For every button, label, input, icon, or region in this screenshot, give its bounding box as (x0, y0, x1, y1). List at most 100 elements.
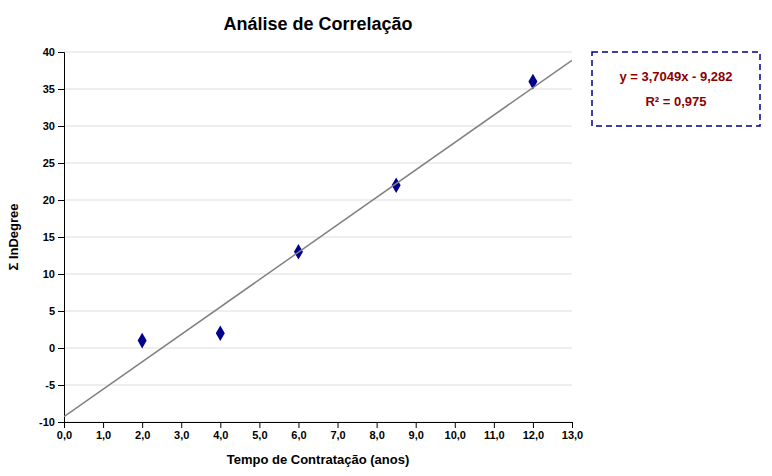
x-tick-label: 8,0 (369, 429, 384, 441)
x-tick: 7,0 (330, 422, 345, 441)
x-tick: 11,0 (484, 422, 505, 441)
title: Análise de Correlação (223, 14, 412, 34)
x-tick-label: 0,0 (57, 429, 72, 441)
y-tick-mark (58, 89, 64, 90)
x-tick-mark (377, 422, 378, 428)
y-grid-line (64, 385, 572, 386)
x-tick-label: 5,0 (252, 429, 267, 441)
y-tick: 40 (43, 46, 64, 58)
grid (64, 52, 572, 422)
x-tick: 13,0 (562, 422, 583, 441)
y-grid-line (64, 126, 572, 127)
x-axis-line (65, 423, 573, 429)
y-tick-mark (58, 52, 64, 53)
y-tick-mark (58, 311, 64, 312)
x-tick-mark (103, 422, 104, 428)
y-tick-label: 30 (43, 120, 55, 132)
y-grid-line (64, 52, 572, 53)
y-tick-label: -10 (39, 416, 55, 428)
x-tick-mark (455, 422, 456, 428)
y-tick: -5 (45, 379, 64, 391)
x-tick-label: 10,0 (445, 429, 466, 441)
y-tick-label: 5 (49, 305, 55, 317)
y-tick-label: 10 (43, 268, 55, 280)
y-grid-line (64, 311, 572, 312)
y-tick: 15 (43, 231, 64, 243)
y-axis-title: Σ InDegree (6, 203, 21, 270)
y-tick: 25 (43, 157, 64, 169)
y-grid-line (64, 274, 572, 275)
marks (64, 60, 572, 416)
x-tick-label: 9,0 (409, 429, 424, 441)
scatter-point (216, 325, 225, 341)
y-axis: -10 -5 0 5 10 15 20 25 30 35 40 (39, 46, 64, 428)
y-tick: 20 (43, 194, 64, 206)
y-grid-line (64, 237, 572, 238)
x-tick-mark (298, 422, 299, 428)
y-tick-mark (58, 422, 64, 423)
y-tick-mark (58, 126, 64, 127)
scatter-point (138, 333, 147, 349)
x-tick-mark (416, 422, 417, 428)
x-tick-label: 6,0 (291, 429, 306, 441)
x-tick: 10,0 (445, 422, 466, 441)
y-tick-mark (58, 385, 64, 386)
equation-frame (592, 52, 760, 126)
x-tick-label: 3,0 (174, 429, 189, 441)
y-tick-label: 35 (43, 83, 55, 95)
x-tick: 6,0 (291, 422, 306, 441)
x-tick-mark (220, 422, 221, 428)
x-tick-mark (338, 422, 339, 428)
x-tick-label: 2,0 (135, 429, 150, 441)
y-tick: 5 (49, 305, 64, 317)
equation-text: y = 3,7049x - 9,282 (619, 69, 732, 84)
x-tick-label: 11,0 (484, 429, 505, 441)
x-tick-mark (572, 422, 573, 428)
y-tick-label: -5 (45, 379, 55, 391)
plot: 0,0 1,0 2,0 3,0 4,0 5,0 6,0 7,0 8,0 9,0 10,0 11,0 12… (39, 46, 583, 441)
x-tick: 9,0 (409, 422, 424, 441)
y-grid-line (64, 348, 572, 349)
y-tick-mark (58, 163, 64, 164)
x-tick-label: 12,0 (523, 429, 544, 441)
y-grid-line (64, 200, 572, 201)
y-grid-line (64, 89, 572, 90)
x-tick: 1,0 (96, 422, 111, 441)
equation-text: R² = 0,975 (645, 94, 706, 109)
y-tick-label: 40 (43, 46, 55, 58)
x-tick-label: 13,0 (562, 429, 583, 441)
equation-box: y = 3,7049x - 9,282 R² = 0,975 (592, 52, 760, 126)
x-tick-label: 7,0 (330, 429, 345, 441)
x-tick: 2,0 (135, 422, 150, 441)
x-tick: 8,0 (369, 422, 384, 441)
x-tick-mark (181, 422, 182, 428)
y-tick-label: 0 (49, 342, 55, 354)
y-grid-line (64, 163, 572, 164)
x-tick: 12,0 (523, 422, 544, 441)
y-tick-label: 20 (43, 194, 55, 206)
y-tick: 0 (49, 342, 64, 354)
y-tick-label: 15 (43, 231, 55, 243)
x-tick-mark (494, 422, 495, 428)
x-axis-title: Tempo de Contratação (anos) (227, 452, 410, 467)
trend-line (64, 60, 572, 416)
y-tick-mark (58, 237, 64, 238)
x-tick: 3,0 (174, 422, 189, 441)
y-tick: 10 (43, 268, 64, 280)
x-tick-mark (259, 422, 260, 428)
y-tick-mark (58, 200, 64, 201)
x-tick-mark (142, 422, 143, 428)
y-tick: -10 (39, 416, 64, 428)
x-tick-mark (533, 422, 534, 428)
x-tick: 4,0 (213, 422, 228, 441)
y-tick: 35 (43, 83, 64, 95)
y-tick-mark (58, 274, 64, 275)
x-tick-label: 4,0 (213, 429, 228, 441)
x-tick: 5,0 (252, 422, 267, 441)
x-tick-label: 1,0 (96, 429, 111, 441)
x-tick: 0,0 (57, 422, 72, 441)
y-tick-label: 25 (43, 157, 55, 169)
y-axis-line (58, 53, 65, 423)
y-tick-mark (58, 348, 64, 349)
y-tick: 30 (43, 120, 64, 132)
